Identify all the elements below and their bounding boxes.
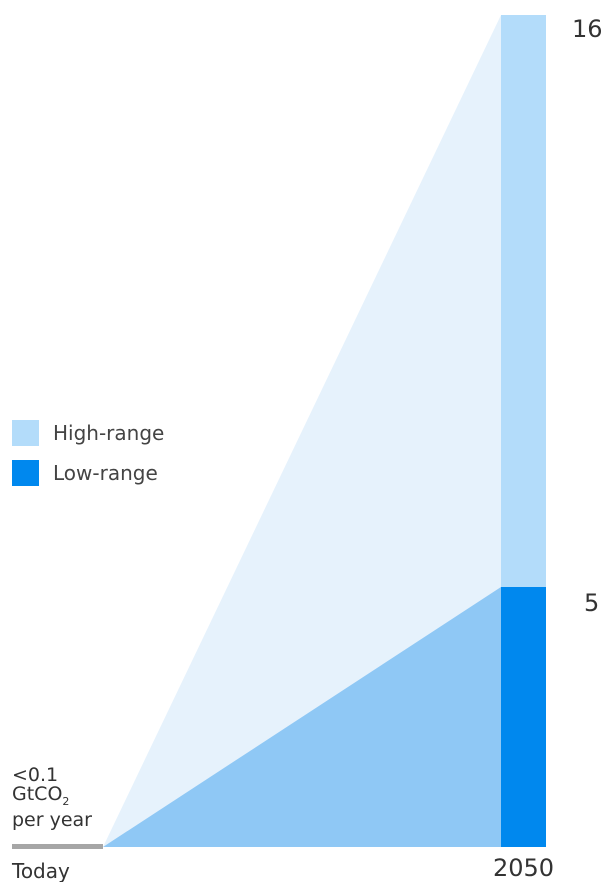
baseline-unit: GtCO2 bbox=[12, 785, 92, 811]
baseline-unit-subscript: 2 bbox=[62, 794, 70, 808]
legend-label-low-range: Low-range bbox=[53, 461, 158, 485]
x-tick-label-2050: 2050 bbox=[493, 854, 554, 882]
baseline-note: <0.1 GtCO2 per year bbox=[12, 766, 92, 830]
baseline-unit-prefix: GtCO bbox=[12, 783, 63, 805]
legend-swatch-low-range bbox=[12, 460, 39, 486]
value-label-low-range: 5 bbox=[584, 589, 599, 617]
low-range-bar bbox=[501, 587, 546, 847]
legend-item-low-range: Low-range bbox=[12, 460, 164, 486]
baseline-period: per year bbox=[12, 808, 92, 831]
legend-label-high-range: High-range bbox=[53, 421, 165, 445]
baseline-today-bar bbox=[12, 844, 103, 849]
legend-swatch-high-range bbox=[12, 420, 39, 446]
legend-item-high-range: High-range bbox=[12, 420, 164, 446]
legend: High-range Low-range bbox=[12, 420, 164, 500]
x-tick-label-today: Today bbox=[11, 859, 70, 882]
low-range-area bbox=[103, 587, 501, 847]
value-label-high-range: 16 bbox=[572, 15, 603, 43]
baseline-value: <0.1 bbox=[12, 764, 59, 786]
high-range-area bbox=[103, 15, 501, 847]
high-range-bar bbox=[501, 15, 546, 587]
